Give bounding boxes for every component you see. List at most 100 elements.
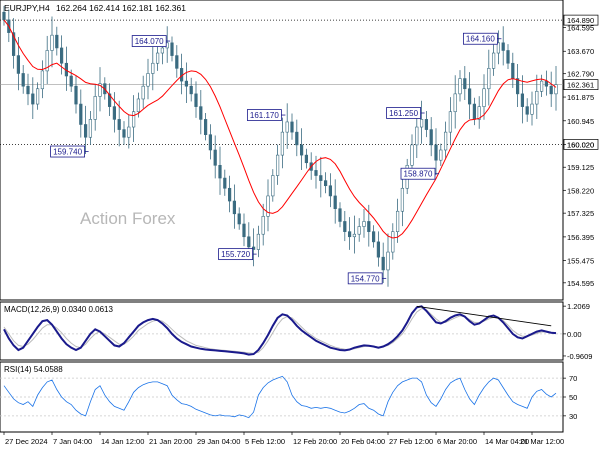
candle-body: [155, 52, 160, 64]
main-chart-title: EURJPY,H4: [4, 3, 50, 13]
candle-body: [419, 119, 424, 128]
candle-body: [472, 103, 477, 120]
candle: [448, 97, 453, 146]
candle: [506, 44, 510, 69]
candle-body: [525, 106, 529, 115]
macd-tick-label: 1.2069: [567, 302, 590, 311]
candle: [496, 30, 501, 65]
time-tick-label: 21 Jan 20:00: [149, 437, 192, 446]
candle: [21, 65, 25, 94]
candle-body: [151, 62, 155, 74]
candle: [371, 225, 376, 248]
candle: [328, 173, 333, 208]
candle: [35, 82, 40, 110]
time-tick-label: 14 Jan 12:00: [101, 437, 144, 446]
candle-body: [463, 78, 467, 90]
candle-body: [304, 154, 309, 164]
candle-body: [458, 78, 462, 95]
candle-body: [232, 200, 237, 215]
candle: [189, 77, 193, 102]
candle-body: [275, 154, 280, 176]
candle-body: [453, 93, 457, 113]
candle-body: [539, 80, 544, 92]
candle: [343, 210, 347, 242]
candle-body: [376, 241, 381, 258]
candle-body: [2, 11, 6, 21]
candle: [357, 218, 361, 242]
candle-body: [266, 195, 270, 217]
macd-tick-label: -0.9609: [567, 352, 592, 361]
candle-body: [395, 210, 400, 232]
candle: [40, 60, 45, 99]
time-tick-label: 6 Mar 20:00: [437, 437, 477, 446]
candle: [525, 98, 529, 122]
candle-body: [434, 144, 438, 161]
candle: [391, 223, 395, 260]
candle: [347, 217, 352, 250]
candle-body: [333, 195, 337, 209]
price-tick-label: 159.125: [567, 163, 594, 172]
candle: [184, 62, 189, 103]
candle-body: [131, 111, 136, 128]
annotation-label: 161.250: [389, 109, 418, 118]
candle-body: [487, 68, 491, 90]
price-tick-label: 164.595: [567, 24, 594, 33]
price-tick-label: 162.790: [567, 70, 594, 79]
candle-body: [443, 131, 448, 151]
candle: [155, 44, 160, 71]
price-annotations: 164.070 159.740 161.170 155.720 154.770 161.2…: [50, 32, 502, 285]
candle: [266, 179, 270, 232]
time-tick-label: 7 Jan 04:00: [53, 437, 92, 446]
candle: [395, 198, 400, 243]
candle-body: [59, 47, 64, 64]
candle-body: [227, 187, 232, 202]
candle-body: [141, 85, 145, 100]
candle-body: [146, 73, 150, 87]
candle-body: [367, 221, 371, 232]
annotation-label: 164.070: [135, 37, 164, 46]
candle-body: [122, 129, 126, 138]
annotation-box: [386, 107, 422, 119]
candle: [549, 71, 553, 107]
candle-body: [88, 119, 93, 138]
macd-title: MACD(12,26,9) 0.0340 0.0613: [4, 305, 114, 314]
candle-body: [127, 126, 131, 138]
rsi-axis: 70 50 30: [563, 374, 577, 421]
candle-body: [299, 144, 304, 156]
candle: [203, 113, 208, 141]
candle: [501, 26, 505, 66]
candle-body: [256, 233, 261, 250]
price-tick-label: 157.325: [567, 209, 594, 218]
candle: [463, 66, 467, 101]
candle-body: [371, 231, 376, 243]
candle: [117, 100, 121, 147]
candle-body: [107, 93, 112, 107]
candle: [535, 74, 539, 119]
annotation-label: 158.870: [404, 170, 433, 179]
candle: [515, 64, 520, 107]
candle-body: [203, 119, 208, 135]
candle: [93, 83, 97, 131]
candle: [429, 117, 433, 157]
candle-body: [314, 170, 318, 176]
candle-body: [347, 231, 352, 238]
candle: [146, 58, 150, 100]
macd-tick-label: 0.00: [567, 330, 582, 339]
rsi-panel: RSI(14) 54.0588 70 50 30: [0, 361, 577, 433]
candle-body: [410, 144, 414, 166]
watermark-text: Action Forex: [80, 209, 176, 228]
price-tick-label: 163.670: [567, 47, 594, 56]
level-label: 164.890: [567, 16, 594, 25]
candle-body: [511, 62, 515, 79]
candle-body: [448, 111, 453, 133]
candle-body: [290, 121, 294, 133]
candle: [98, 67, 102, 112]
annotation-label: 164.160: [466, 35, 495, 44]
level-label: 160.020: [567, 140, 594, 149]
candle: [477, 96, 481, 129]
candle: [419, 100, 424, 144]
time-axis: 27 Dec 2024 7 Jan 04:00 14 Jan 12:00 21 Jan…: [3, 432, 564, 446]
candle-body: [112, 106, 117, 120]
ohlc-readout: 162.264 162.414 162.181 162.361: [56, 3, 186, 13]
macd-divergence-line: [416, 305, 552, 327]
